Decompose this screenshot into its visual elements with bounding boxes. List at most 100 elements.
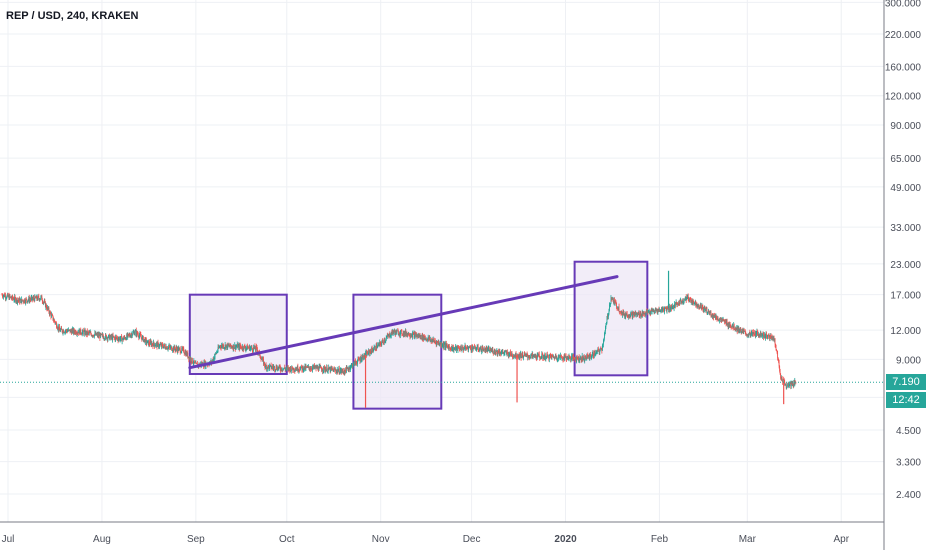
candle-body bbox=[496, 350, 498, 352]
candle-body bbox=[319, 366, 321, 367]
candle-body bbox=[19, 298, 21, 303]
candle-body bbox=[80, 329, 82, 334]
candle-body bbox=[749, 333, 751, 337]
candle-body bbox=[774, 338, 775, 340]
candle-body bbox=[588, 356, 590, 359]
candle-body bbox=[365, 352, 366, 356]
candle-body bbox=[545, 358, 547, 360]
candle-body bbox=[342, 370, 344, 373]
candle-body bbox=[672, 306, 673, 308]
candle-body bbox=[740, 328, 742, 332]
candle-body bbox=[555, 355, 557, 359]
candle-body bbox=[37, 296, 39, 297]
candle-body bbox=[415, 333, 416, 337]
candle-body bbox=[488, 347, 490, 352]
candle-body bbox=[66, 330, 68, 333]
candle-body bbox=[255, 346, 257, 350]
candle-body bbox=[524, 354, 526, 356]
candle-body bbox=[324, 369, 326, 371]
candle-body bbox=[792, 384, 794, 386]
candle-body bbox=[438, 343, 440, 345]
annotation-boxes[interactable] bbox=[188, 260, 649, 410]
candle-body bbox=[673, 306, 675, 309]
candle-body bbox=[24, 299, 26, 303]
candle-body bbox=[773, 337, 774, 339]
candle-body bbox=[182, 348, 184, 350]
candle-body bbox=[304, 366, 305, 370]
candle-body bbox=[504, 351, 506, 353]
candle-body bbox=[25, 298, 27, 303]
candle-body bbox=[485, 348, 487, 352]
candle-body bbox=[662, 308, 663, 312]
candle-body bbox=[67, 330, 68, 333]
candle-body bbox=[405, 331, 407, 335]
candle-body bbox=[375, 345, 377, 350]
candle-body bbox=[349, 367, 351, 370]
candle-body bbox=[103, 336, 104, 339]
candle-body bbox=[748, 333, 750, 336]
candle-body bbox=[591, 353, 593, 357]
candle-body bbox=[537, 353, 539, 355]
candle-body bbox=[678, 301, 680, 304]
candle-body bbox=[529, 357, 531, 359]
candle-body bbox=[746, 334, 748, 336]
candle-body bbox=[259, 352, 261, 357]
candle-body bbox=[779, 366, 781, 372]
candle-body bbox=[761, 334, 762, 336]
candle-body bbox=[727, 324, 729, 327]
candle-body bbox=[607, 315, 608, 319]
candle-body bbox=[475, 349, 477, 351]
candle-body bbox=[137, 334, 139, 337]
trendline[interactable] bbox=[188, 275, 619, 370]
y-tick-label: 49.000 bbox=[890, 183, 921, 194]
candle-body bbox=[588, 356, 590, 357]
candle-body bbox=[451, 346, 453, 351]
candle-body bbox=[508, 352, 510, 357]
candle-body bbox=[437, 342, 439, 344]
candle-body bbox=[281, 367, 283, 371]
candle-body bbox=[561, 358, 563, 359]
candle-body bbox=[344, 368, 346, 374]
candle-body bbox=[266, 367, 268, 370]
candle-body bbox=[177, 347, 179, 352]
annotation-lines[interactable] bbox=[0, 275, 884, 383]
candle-body bbox=[572, 355, 573, 360]
candle-body bbox=[447, 346, 449, 350]
candle-body bbox=[181, 347, 183, 350]
candle-body bbox=[706, 308, 708, 314]
annotation-box[interactable] bbox=[352, 293, 443, 410]
candle-body bbox=[381, 342, 383, 345]
candle-body bbox=[282, 370, 284, 371]
candle-body bbox=[264, 362, 265, 366]
candle-body bbox=[278, 365, 280, 368]
y-tick-label: 160.000 bbox=[885, 62, 922, 73]
candle-body bbox=[786, 384, 788, 388]
candle-body bbox=[532, 353, 534, 356]
candle-body bbox=[49, 311, 51, 315]
candle-body bbox=[718, 320, 719, 321]
candle-body bbox=[125, 338, 127, 340]
candle-body bbox=[214, 353, 216, 357]
candle-body bbox=[477, 346, 479, 347]
candle-body bbox=[351, 364, 353, 366]
candle-body bbox=[81, 333, 83, 335]
candle-body bbox=[745, 334, 747, 336]
candle-body bbox=[576, 355, 578, 361]
candle-body bbox=[359, 359, 360, 361]
candle-body bbox=[612, 298, 613, 299]
candle-body bbox=[129, 335, 131, 337]
candle-body bbox=[617, 307, 618, 309]
annotation-box[interactable] bbox=[188, 293, 288, 375]
candle-body bbox=[778, 362, 780, 367]
candle-body bbox=[414, 333, 415, 338]
candle-body bbox=[789, 383, 791, 386]
candle-body bbox=[276, 366, 278, 370]
x-tick-label: Sep bbox=[187, 534, 205, 545]
candle-body bbox=[621, 311, 622, 314]
candle-body bbox=[298, 369, 300, 371]
candle-body bbox=[7, 294, 8, 296]
candle-body bbox=[645, 312, 647, 315]
candle-body bbox=[694, 301, 696, 304]
candle-body bbox=[363, 353, 365, 359]
